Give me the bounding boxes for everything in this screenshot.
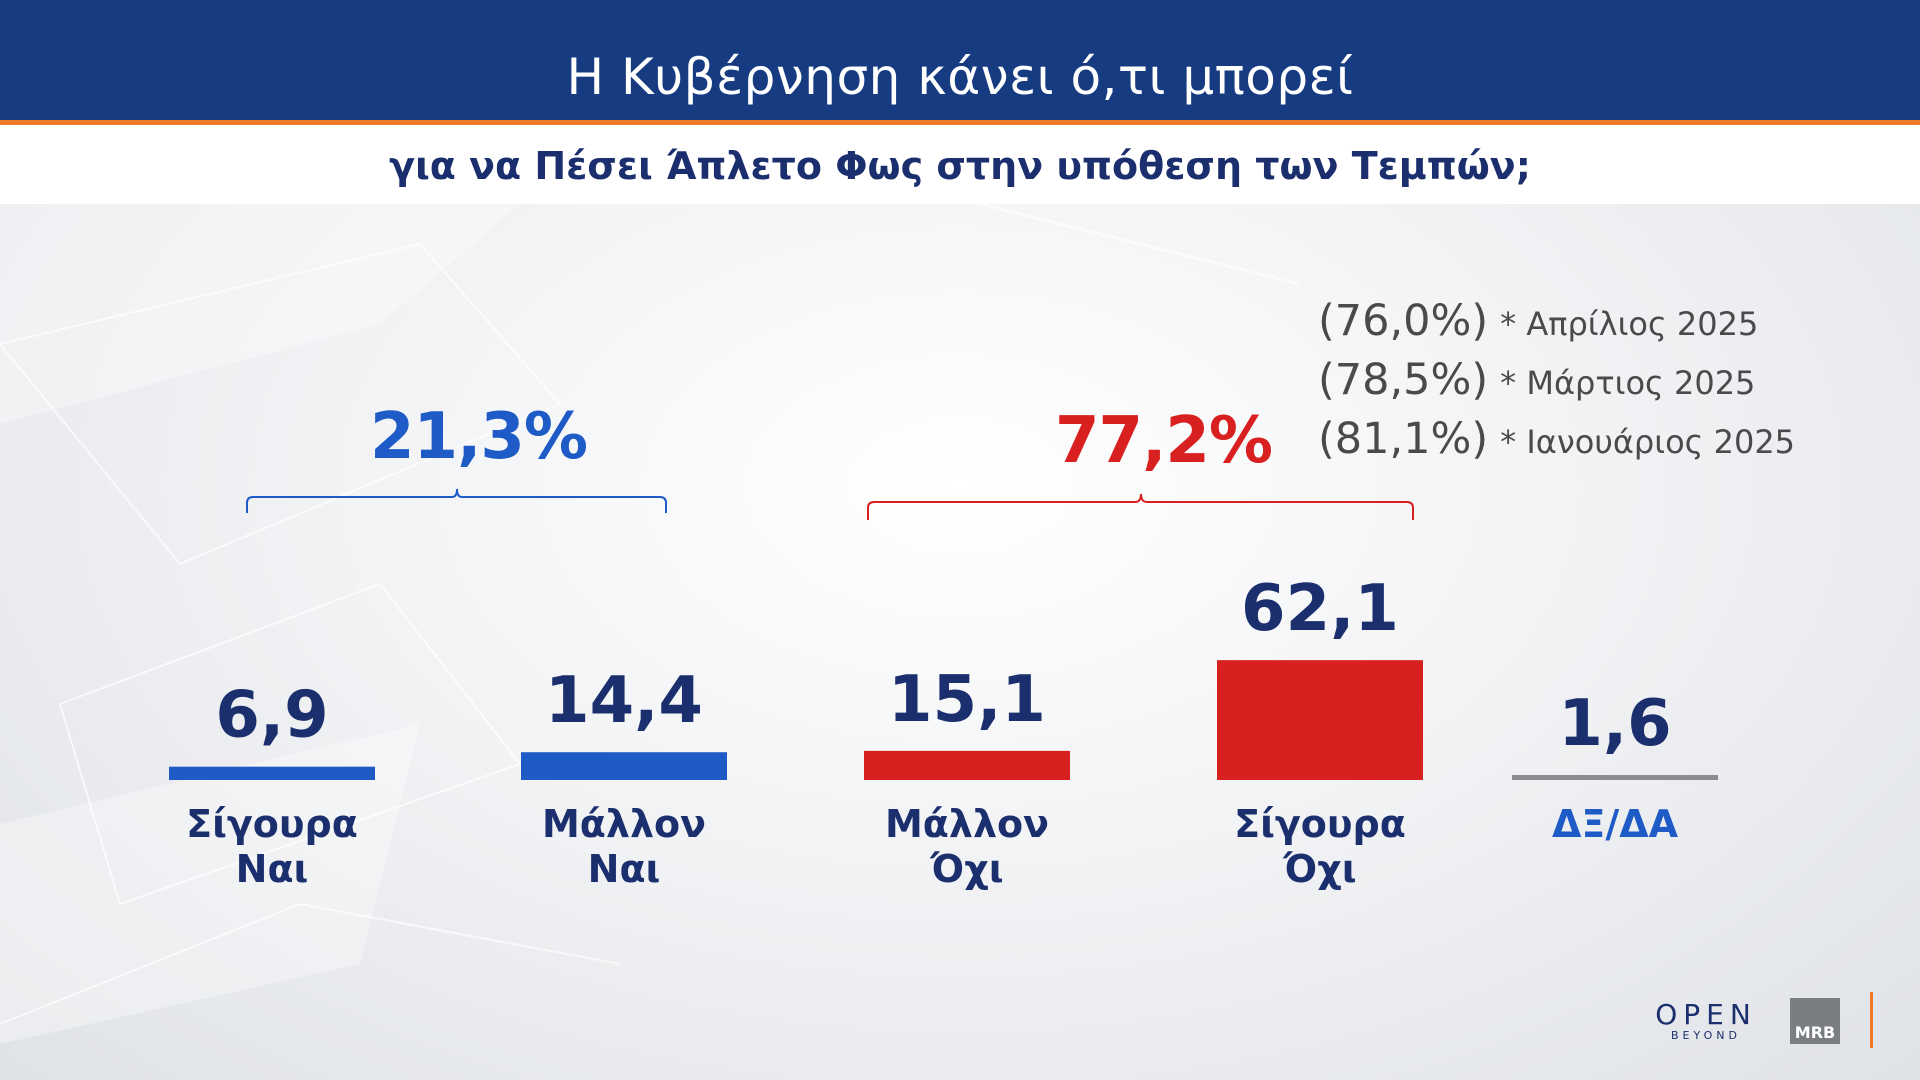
page-subtitle: για να Πέσει Άπλετο Φως στην υπόθεση των…: [389, 144, 1531, 188]
logo-separator: [1870, 992, 1873, 1048]
page-title: Η Κυβέρνηση κάνει ό,τι μπορεί: [566, 48, 1354, 106]
yes-total-percent: 21,3%: [370, 400, 588, 474]
no-brace: [867, 493, 1414, 520]
mrb-logo: MRB: [1790, 998, 1840, 1044]
bar: [521, 752, 727, 780]
category-label: Μάλλον: [885, 802, 1049, 846]
category-label: ΔΞ/ΔΑ: [1552, 802, 1679, 846]
open-logo-tagline: BEYOND: [1671, 1029, 1741, 1042]
bar: [1217, 660, 1423, 780]
bar-value-label: 14,4: [545, 664, 703, 738]
history-row: (81,1%) * Ιανουάριος 2025: [1318, 414, 1795, 473]
category-label: Μάλλον: [542, 802, 706, 846]
bar: [1512, 775, 1718, 780]
no-total-percent: 77,2%: [1055, 404, 1273, 478]
bar-value-label: 6,9: [215, 679, 328, 753]
history-panel: (76,0%) * Απρίλιος 2025 (78,5%) * Μάρτιος …: [1318, 296, 1795, 473]
yes-brace: [246, 488, 667, 513]
open-logo: OPEN BEYOND: [1650, 998, 1762, 1042]
header-accent-line: [0, 120, 1920, 125]
category-label: Σίγουρα: [186, 802, 358, 846]
bar: [864, 750, 1070, 780]
history-label: * Μάρτιος 2025: [1500, 364, 1756, 402]
bar: [169, 766, 375, 780]
history-value: (78,5%): [1318, 355, 1489, 405]
history-row: (76,0%) * Απρίλιος 2025: [1318, 296, 1795, 355]
category-label: Όχι: [1282, 847, 1356, 891]
history-label: * Ιανουάριος 2025: [1500, 423, 1796, 461]
subtitle-bar: [0, 125, 1920, 204]
category-label: Σίγουρα: [1234, 802, 1406, 846]
bar-value-label: 15,1: [888, 663, 1046, 737]
category-label: Όχι: [929, 847, 1003, 891]
bar-value-label: 62,1: [1241, 572, 1399, 646]
background-decoration: [0, 204, 1301, 1044]
bar-value-label: 1,6: [1558, 687, 1671, 761]
header-bar: [0, 0, 1920, 125]
history-value: (76,0%): [1318, 296, 1489, 346]
open-logo-text: OPEN: [1655, 998, 1757, 1031]
category-label: Ναι: [588, 847, 661, 891]
category-label: Ναι: [236, 847, 309, 891]
history-row: (78,5%) * Μάρτιος 2025: [1318, 355, 1795, 414]
history-label: * Απρίλιος 2025: [1500, 305, 1759, 343]
history-value: (81,1%): [1318, 414, 1489, 464]
